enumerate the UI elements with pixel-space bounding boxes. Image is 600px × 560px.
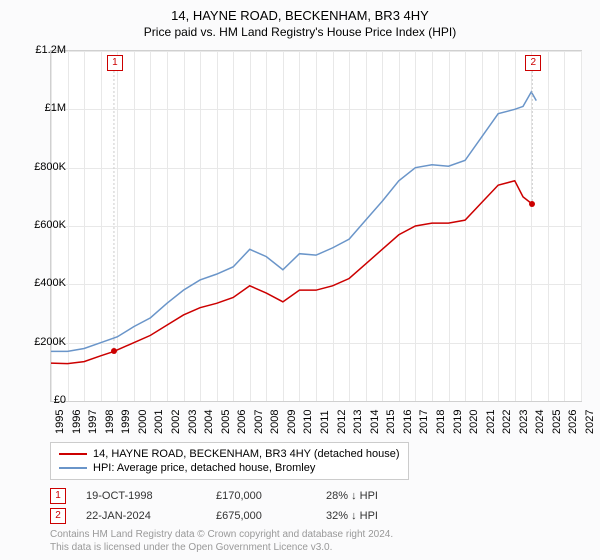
marker-flag: 2: [525, 55, 541, 71]
attribution-line1: Contains HM Land Registry data © Crown c…: [50, 528, 393, 541]
x-axis-label: 1996: [71, 410, 83, 434]
x-axis-label: 2002: [170, 410, 182, 434]
y-axis-label: £600K: [34, 219, 66, 231]
chart-subtitle: Price paid vs. HM Land Registry's House …: [0, 23, 600, 39]
y-axis-label: £800K: [34, 161, 66, 173]
x-axis-label: 2001: [153, 410, 165, 434]
table-row: 2 22-JAN-2024 £675,000 32% ↓ HPI: [50, 506, 426, 526]
x-axis-label: 2004: [203, 410, 215, 434]
y-axis-label: £1.2M: [35, 44, 66, 56]
plot-area: 12: [50, 50, 582, 402]
table-row: 1 19-OCT-1998 £170,000 28% ↓ HPI: [50, 486, 426, 506]
x-axis-label: 2014: [369, 410, 381, 434]
x-axis-label: 2011: [319, 410, 331, 434]
x-axis-label: 2023: [518, 410, 530, 434]
x-axis-label: 2016: [402, 410, 414, 434]
x-axis-label: 2007: [253, 410, 265, 434]
y-axis-label: £200K: [34, 336, 66, 348]
series-line: [51, 92, 536, 352]
x-axis-label: 2000: [137, 410, 149, 434]
transactions-table: 1 19-OCT-1998 £170,000 28% ↓ HPI 2 22-JA…: [50, 486, 426, 526]
transaction-price: £675,000: [216, 510, 306, 522]
legend-swatch-blue: [59, 467, 87, 469]
x-axis-label: 2003: [187, 410, 199, 434]
legend: 14, HAYNE ROAD, BECKENHAM, BR3 4HY (deta…: [50, 442, 409, 480]
transaction-pct: 32% ↓ HPI: [326, 510, 426, 522]
x-axis-label: 1995: [54, 410, 66, 434]
x-axis-label: 2021: [485, 410, 497, 434]
x-axis-label: 2005: [220, 410, 232, 434]
data-point: [111, 348, 117, 354]
x-axis-label: 2025: [551, 410, 563, 434]
x-axis-label: 1999: [120, 410, 132, 434]
chart-container: 14, HAYNE ROAD, BECKENHAM, BR3 4HY Price…: [0, 0, 600, 560]
x-axis-label: 2008: [269, 410, 281, 434]
x-axis-label: 2026: [567, 410, 579, 434]
x-axis-label: 2019: [452, 410, 464, 434]
y-axis-label: £1M: [45, 102, 66, 114]
series-line: [51, 181, 532, 364]
attribution-line2: This data is licensed under the Open Gov…: [50, 541, 393, 554]
legend-item: 14, HAYNE ROAD, BECKENHAM, BR3 4HY (deta…: [59, 447, 400, 461]
legend-label: HPI: Average price, detached house, Brom…: [93, 462, 315, 474]
data-point: [529, 201, 535, 207]
x-axis-label: 2012: [336, 410, 348, 434]
x-axis-label: 2009: [286, 410, 298, 434]
legend-swatch-red: [59, 453, 87, 455]
transaction-date: 19-OCT-1998: [86, 490, 196, 502]
transaction-pct: 28% ↓ HPI: [326, 490, 426, 502]
x-axis-label: 2022: [501, 410, 513, 434]
transaction-date: 22-JAN-2024: [86, 510, 196, 522]
y-axis-label: £400K: [34, 277, 66, 289]
x-axis-label: 1997: [87, 410, 99, 434]
transaction-price: £170,000: [216, 490, 306, 502]
y-axis-label: £0: [54, 394, 66, 406]
x-axis-label: 2018: [435, 410, 447, 434]
x-axis-label: 2013: [352, 410, 364, 434]
attribution: Contains HM Land Registry data © Crown c…: [50, 528, 393, 554]
x-axis-label: 2027: [584, 410, 596, 434]
legend-label: 14, HAYNE ROAD, BECKENHAM, BR3 4HY (deta…: [93, 448, 400, 460]
chart-title: 14, HAYNE ROAD, BECKENHAM, BR3 4HY: [0, 0, 600, 23]
x-axis-label: 2006: [236, 410, 248, 434]
marker-badge-1: 1: [50, 488, 66, 504]
marker-badge-2: 2: [50, 508, 66, 524]
x-axis-label: 2010: [302, 410, 314, 434]
x-axis-label: 1998: [104, 410, 116, 434]
x-axis-label: 2017: [418, 410, 430, 434]
x-axis-label: 2020: [468, 410, 480, 434]
x-axis-label: 2024: [534, 410, 546, 434]
legend-item: HPI: Average price, detached house, Brom…: [59, 461, 400, 475]
marker-flag: 1: [107, 55, 123, 71]
x-axis-label: 2015: [385, 410, 397, 434]
